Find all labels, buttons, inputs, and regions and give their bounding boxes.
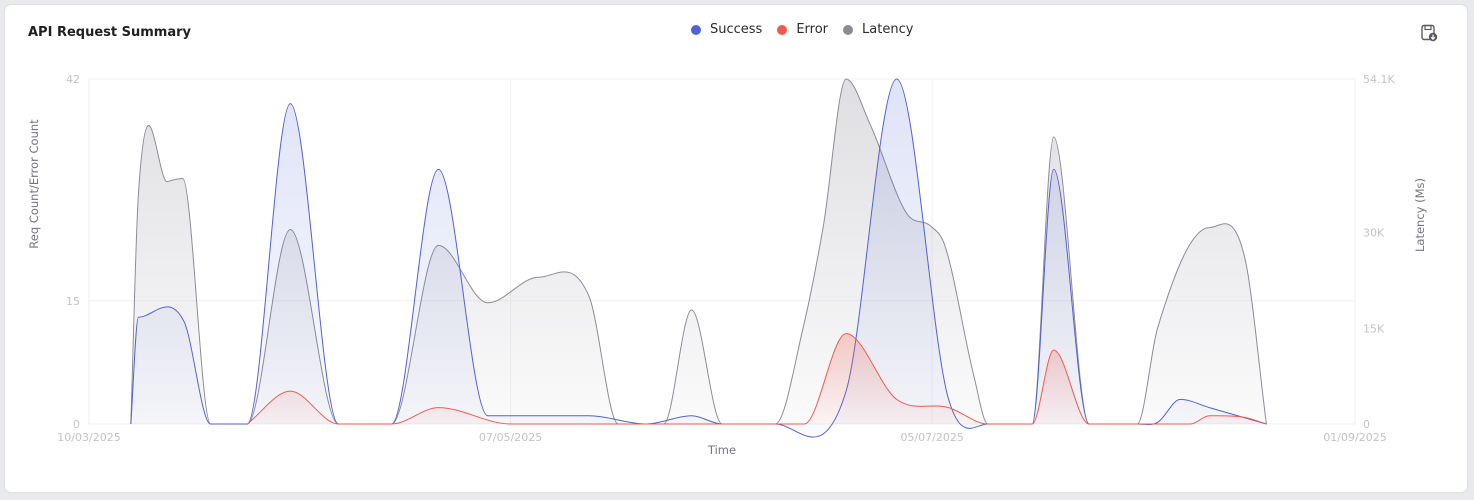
series-area-success: [130, 79, 1267, 438]
legend-label-error: Error: [796, 22, 829, 37]
series-layer: [130, 78, 1267, 438]
x-tick-label-2: 05/07/2025: [900, 431, 963, 444]
y-tick-label-2: 42: [66, 73, 80, 86]
export-button[interactable]: [1419, 23, 1439, 43]
x-tick-label-1: 07/05/2025: [479, 431, 542, 444]
y2-tick-label-0: 0: [1363, 418, 1370, 431]
legend-dot-latency: [843, 24, 854, 35]
save-download-icon: [1421, 24, 1438, 42]
legend: Success Error Latency: [691, 22, 913, 37]
legend-item-error[interactable]: Error: [777, 22, 828, 37]
legend-dot-error: [777, 24, 788, 35]
series-line-error[interactable]: [246, 333, 1267, 425]
legend-label-success: Success: [710, 22, 763, 37]
y2-tick-label-2: 30K: [1363, 227, 1385, 240]
y-axis-title: Req Count/Error Count: [27, 119, 41, 249]
legend-dot-success: [691, 24, 701, 35]
x-axis-title: Time: [707, 443, 736, 457]
axes: 0 15 42 0 15K 30K 54.1K 10/03/2025 07/05/2025 05/…: [57, 73, 1395, 444]
y2-tick-label-3: 54.1K: [1363, 73, 1395, 86]
y2-axis-title: Latency (Ms): [1413, 178, 1427, 252]
legend-item-success[interactable]: Success: [691, 22, 762, 37]
card-title: API Request Summary: [28, 25, 192, 40]
x-tick-label-0: 10/03/2025: [57, 431, 120, 444]
legend-label-latency: Latency: [862, 22, 914, 37]
y-tick-label-0: 0: [73, 418, 80, 431]
x-tick-label-3: 01/09/2025: [1323, 431, 1386, 444]
legend-item-latency[interactable]: Latency: [843, 22, 913, 37]
y2-tick-label-1: 15K: [1363, 322, 1385, 335]
y-tick-label-1: 15: [66, 295, 80, 308]
series-area-error: [247, 333, 1267, 424]
